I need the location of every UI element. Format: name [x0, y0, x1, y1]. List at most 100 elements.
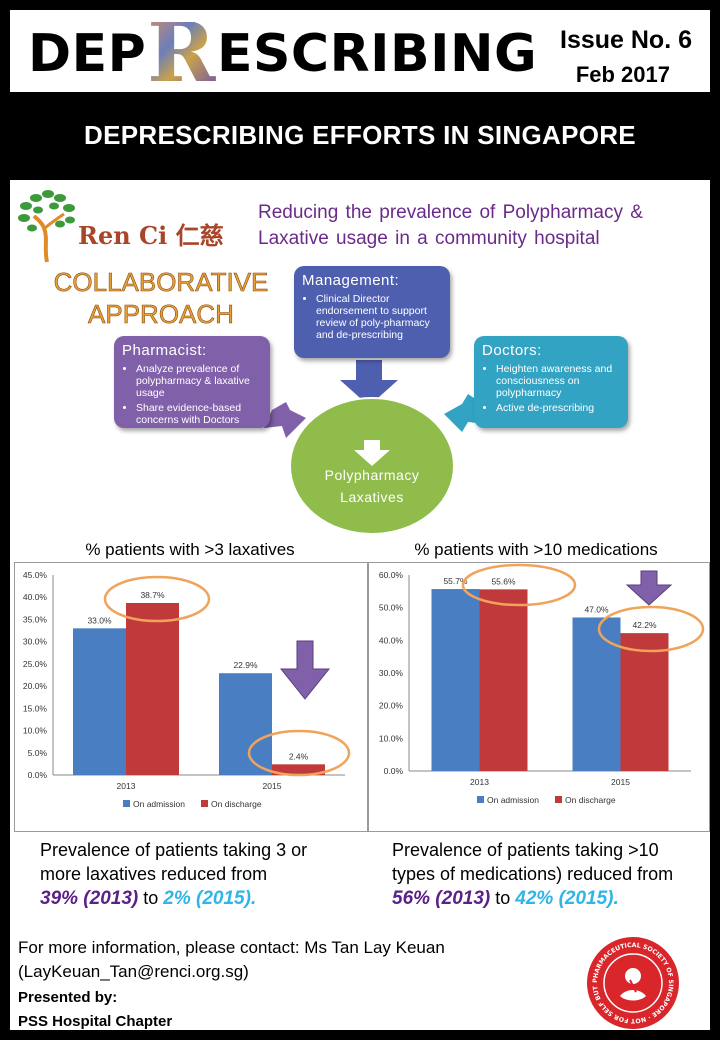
pharmacist-title: Pharmacist:	[122, 342, 207, 359]
bar	[431, 589, 480, 771]
arrow-down-icon	[340, 360, 398, 406]
legend-label: On discharge	[211, 799, 262, 809]
arrow-down-icon	[625, 570, 673, 606]
data-label: 47.0%	[584, 604, 609, 614]
contact-line-1: For more information, please contact: Ms…	[18, 938, 445, 957]
left-result-text: Prevalence of patients taking 3 or more …	[40, 838, 360, 911]
title-part-2: ESCRIBING	[216, 24, 538, 84]
left-chart-title: % patients with >3 laxatives	[85, 540, 295, 559]
issue-date: Feb 2017	[575, 62, 670, 87]
y-tick-label: 40.0%	[23, 592, 48, 602]
highlight-ellipse	[597, 605, 705, 653]
highlight-ellipse	[247, 729, 351, 777]
contact-email: (LayKeuan_Tan@renci.org.sg)	[18, 962, 249, 981]
management-box: Management: Clinical Director endorsemen…	[294, 266, 450, 358]
content-panel: Ren Ci 仁慈 Reducing the prevalence of Pol…	[10, 180, 710, 1030]
data-label: 38.7%	[140, 590, 165, 600]
data-label: 55.7%	[443, 576, 468, 586]
data-label: 33.0%	[87, 615, 112, 625]
x-tick-label: 2015	[611, 777, 630, 787]
poster-subtitle: Reducing the prevalence of Polypharmacy …	[258, 200, 698, 252]
approach-heading: COLLABORATIVE APPROACH	[46, 266, 276, 330]
data-label: 42.2%	[632, 620, 657, 630]
right-bar-chart: 0.0% 10.0% 20.0% 30.0% 40.0% 50.0% 60.0% 55.7% 5…	[379, 563, 705, 805]
pharmacist-item: Analyze prevalence of polypharmacy & lax…	[136, 363, 262, 399]
right-result-to-word: to	[495, 888, 511, 908]
y-tick-label: 10.0%	[23, 726, 48, 736]
management-item: Clinical Director endorsement to support…	[316, 293, 442, 341]
arrow-down-icon	[279, 640, 331, 700]
arrow-right-icon	[264, 402, 306, 438]
y-tick-label: 20.0%	[23, 681, 48, 691]
bar	[219, 673, 272, 775]
y-tick-label: 5.0%	[28, 748, 48, 758]
doctors-box: Doctors: Heighten awareness and consciou…	[474, 336, 628, 428]
subtitle-line-2: Laxative usage in a community hospital	[258, 228, 600, 249]
management-list: Clinical Director endorsement to support…	[302, 293, 442, 341]
right-result-line-3: 56% (2013) to 42% (2015).	[392, 886, 712, 911]
y-tick-label: 35.0%	[23, 614, 48, 624]
x-tick-label: 2013	[470, 777, 489, 787]
x-tick-label: 2015	[263, 781, 282, 791]
y-tick-label: 45.0%	[23, 570, 48, 580]
y-tick-label: 60.0%	[379, 570, 404, 580]
highlight-ellipse	[103, 575, 211, 623]
left-result-line-2: more laxatives reduced from	[40, 864, 268, 884]
y-tick-label: 0.0%	[384, 766, 404, 776]
right-result-from: 56% (2013)	[392, 888, 491, 909]
doctors-list: Heighten awareness and consciousness on …	[482, 363, 620, 414]
center-line-1: Polypharmacy	[324, 467, 420, 483]
left-result-line-1: Prevalence of patients taking 3 or	[40, 840, 308, 860]
highlight-ellipse	[461, 563, 577, 607]
bar	[620, 633, 669, 771]
left-result-from: 39% (2013)	[40, 888, 139, 909]
legend-swatch	[555, 796, 562, 803]
legend-swatch	[201, 800, 208, 807]
right-result-to: 42% (2015).	[515, 888, 619, 909]
arrow-down-white-icon	[354, 440, 390, 466]
issue-number: Issue No. 6	[560, 26, 692, 54]
center-line-2: Laxatives	[340, 489, 404, 505]
doctors-title: Doctors:	[482, 342, 542, 359]
y-tick-label: 15.0%	[23, 703, 48, 713]
bar	[272, 764, 325, 775]
data-label: 55.6%	[491, 576, 516, 586]
legend-swatch	[123, 800, 130, 807]
ren-ci-logo-text: Ren Ci 仁慈	[78, 221, 224, 250]
y-tick-label: 25.0%	[23, 659, 48, 669]
pss-seal-icon: PHARMACEUTICAL SOCIETY OF SINGAPORE · NO…	[586, 936, 679, 1029]
left-result-to-word: to	[143, 888, 159, 908]
data-label: 2.4%	[289, 751, 309, 761]
doctors-item: Active de-prescribing	[496, 402, 620, 414]
y-tick-label: 40.0%	[379, 635, 404, 645]
right-result-line-2: types of medications) reduced from	[392, 864, 674, 884]
banner-title: DEPRESCRIBING EFFORTS IN SINGAPORE	[84, 120, 636, 150]
contact-info: For more information, please contact: Ms…	[18, 936, 445, 984]
legend-label: On admission	[133, 799, 185, 809]
presented-by: Presented by: PSS Hospital Chapter	[18, 986, 172, 1034]
tree-logo-icon	[18, 190, 75, 263]
right-result-text: Prevalence of patients taking >10 types …	[392, 838, 712, 911]
legend-label: On discharge	[565, 795, 616, 805]
left-chart-frame: 0.0% 5.0% 10.0% 15.0% 20.0% 25.0% 30.0% 35.0% 40…	[14, 562, 368, 832]
bar	[126, 603, 179, 775]
doctors-item: Heighten awareness and consciousness on …	[496, 363, 620, 399]
y-tick-label: 30.0%	[379, 668, 404, 678]
masthead-title: DEP R ESCRIBING	[28, 5, 538, 101]
pharmacist-box: Pharmacist: Analyze prevalence of polyph…	[114, 336, 270, 428]
title-pill-r: R	[147, 5, 216, 101]
y-tick-label: 50.0%	[379, 603, 404, 613]
bar	[572, 617, 621, 771]
legend-label: On admission	[487, 795, 539, 805]
right-result-line-1: Prevalence of patients taking >10	[392, 840, 659, 860]
approach-line-1: COLLABORATIVE	[53, 267, 269, 298]
presented-line-1: Presented by:	[18, 989, 118, 1006]
pharmacist-list: Analyze prevalence of polypharmacy & lax…	[122, 363, 262, 426]
y-tick-label: 0.0%	[28, 770, 48, 780]
x-tick-label: 2013	[117, 781, 136, 791]
approach-line-2: APPROACH	[88, 299, 235, 330]
subtitle-line-1: Reducing the prevalence of Polypharmacy …	[258, 202, 643, 223]
y-tick-label: 10.0%	[379, 733, 404, 743]
legend-swatch	[477, 796, 484, 803]
left-result-line-3: 39% (2013) to 2% (2015).	[40, 886, 360, 911]
